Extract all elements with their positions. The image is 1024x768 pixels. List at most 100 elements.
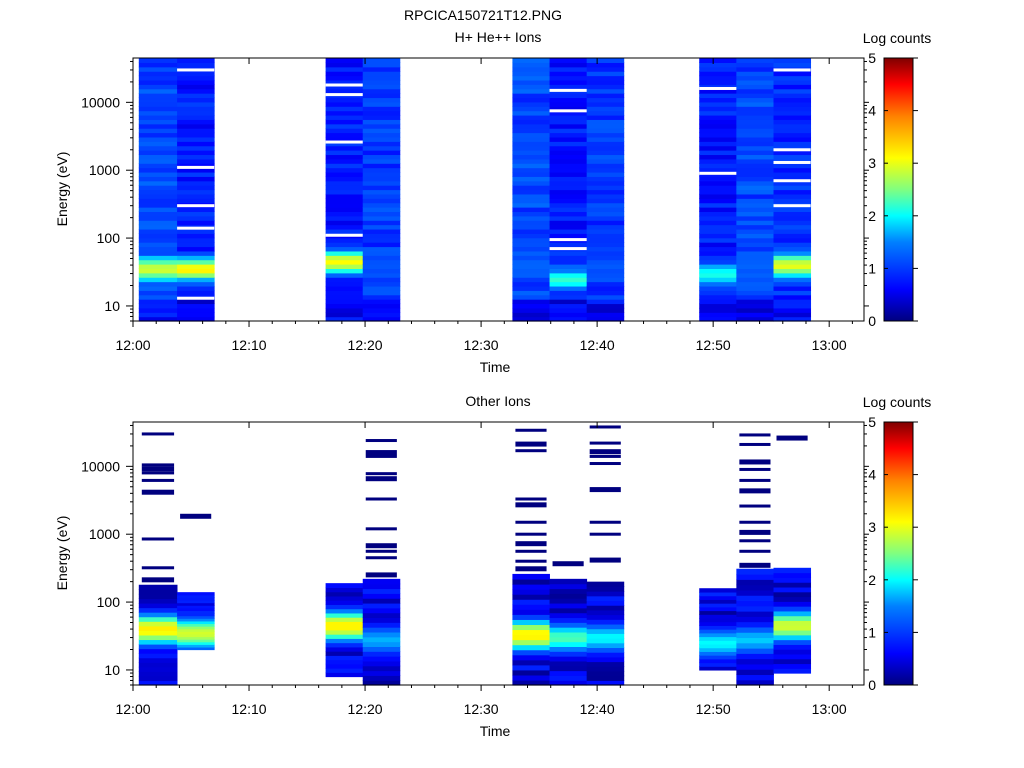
heatmap-cell xyxy=(736,180,774,186)
heatmap-cell xyxy=(699,215,737,221)
heatmap-cell xyxy=(512,189,550,195)
heatmap-cell xyxy=(699,640,737,645)
heatmap-cell xyxy=(512,207,550,213)
x-axis-label: Time xyxy=(480,723,511,739)
heatmap-cell xyxy=(699,233,737,239)
heatmap-cell xyxy=(586,154,625,160)
heatmap-cell xyxy=(586,93,625,99)
heatmap-cell xyxy=(773,62,812,68)
heatmap-cell xyxy=(512,193,550,199)
heatmap-cell xyxy=(699,303,737,309)
heatmap-cell xyxy=(736,114,774,120)
isolated-count-line xyxy=(365,543,397,549)
heatmap-cell xyxy=(512,93,550,99)
heatmap-cell xyxy=(549,303,588,309)
heatmap-cell xyxy=(773,242,812,248)
heatmap-cell xyxy=(549,58,588,63)
heatmap-cell xyxy=(699,599,737,604)
heatmap-cell xyxy=(362,651,401,657)
heatmap-cell xyxy=(773,167,812,173)
heatmap-cell xyxy=(325,75,364,81)
heatmap-cell xyxy=(177,141,215,147)
heatmap-lines xyxy=(141,425,808,583)
heatmap-cell xyxy=(586,207,625,213)
heatmap-cell xyxy=(773,294,812,300)
heatmap-cell xyxy=(138,285,178,291)
heatmap-cell xyxy=(736,290,774,296)
heatmap-cell xyxy=(699,636,737,641)
heatmap-cell xyxy=(138,290,178,296)
heatmap-cell xyxy=(736,307,774,313)
heatmap-cell xyxy=(736,626,774,633)
heatmap-cell xyxy=(549,150,588,156)
heatmap-cell xyxy=(177,623,215,627)
isolated-count-line xyxy=(141,463,175,467)
heatmap-cell xyxy=(512,66,550,72)
heatmap-cell xyxy=(773,634,812,641)
heatmap-cell xyxy=(549,646,588,652)
heatmap-cell xyxy=(773,620,812,626)
heatmap-cell xyxy=(699,114,737,120)
heatmap-cell xyxy=(586,198,625,204)
heatmap-cell xyxy=(699,307,737,313)
heatmap-cell xyxy=(549,651,588,657)
heatmap-cell xyxy=(138,62,178,68)
heatmap-cell xyxy=(138,106,178,112)
heatmap-cell xyxy=(177,158,215,164)
isolated-count-line xyxy=(552,561,584,567)
heatmap-cell xyxy=(549,71,588,77)
data-gap-line xyxy=(549,109,587,113)
heatmap-cell xyxy=(736,123,774,129)
isolated-count-line xyxy=(180,513,212,519)
heatmap-cell xyxy=(586,123,625,129)
data-gap-line xyxy=(177,68,215,72)
heatmap-cell xyxy=(177,150,215,156)
heatmap-cell xyxy=(138,145,178,151)
heatmap-cell xyxy=(773,101,812,107)
heatmap-cell xyxy=(325,646,364,652)
x-tick-label: 12:50 xyxy=(696,337,731,353)
heatmap-cells xyxy=(138,58,812,322)
heatmap-cell xyxy=(177,84,215,90)
heatmap-cell xyxy=(586,623,625,630)
heatmap-cell xyxy=(736,616,774,623)
heatmap-cell xyxy=(773,615,812,622)
colorbar-tick-label: 0 xyxy=(868,313,876,329)
heatmap-cell xyxy=(177,246,215,252)
heatmap-cell xyxy=(549,660,588,667)
heatmap-cell xyxy=(549,136,588,142)
heatmap-cell xyxy=(512,679,550,686)
heatmap-cell xyxy=(325,237,364,243)
heatmap-cell xyxy=(699,176,737,182)
heatmap-cell xyxy=(362,316,401,322)
heatmap-cell xyxy=(586,595,625,602)
heatmap-cell xyxy=(362,163,401,169)
heatmap-cell xyxy=(138,602,178,609)
heatmap-cell xyxy=(699,591,737,597)
heatmap-cell xyxy=(325,150,364,156)
heatmap-cell xyxy=(177,171,215,177)
heatmap-cell xyxy=(177,71,215,77)
heatmap-cell xyxy=(138,150,178,156)
heatmap-cell xyxy=(586,233,625,239)
heatmap-cell xyxy=(325,228,364,234)
heatmap-cell xyxy=(177,636,215,640)
heatmap-cell xyxy=(512,163,550,169)
heatmap-cell xyxy=(586,680,625,686)
heatmap-cell xyxy=(138,593,178,600)
x-tick-label: 13:00 xyxy=(812,701,847,717)
heatmap-cell xyxy=(325,242,364,248)
panel-title: H+ He++ Ions xyxy=(455,29,542,45)
heatmap-cell xyxy=(699,606,737,612)
heatmap-cell xyxy=(177,198,215,204)
heatmap-cell xyxy=(699,268,737,274)
heatmap-cell xyxy=(699,246,737,252)
heatmap-cell xyxy=(549,93,588,99)
isolated-count-line xyxy=(515,566,547,572)
heatmap-cell xyxy=(699,62,737,68)
heatmap-cell xyxy=(177,189,215,195)
heatmap-cell xyxy=(325,154,364,160)
heatmap-cell xyxy=(325,595,364,601)
data-gap-line xyxy=(699,171,737,175)
colorbar-tick-label: 1 xyxy=(868,260,876,276)
